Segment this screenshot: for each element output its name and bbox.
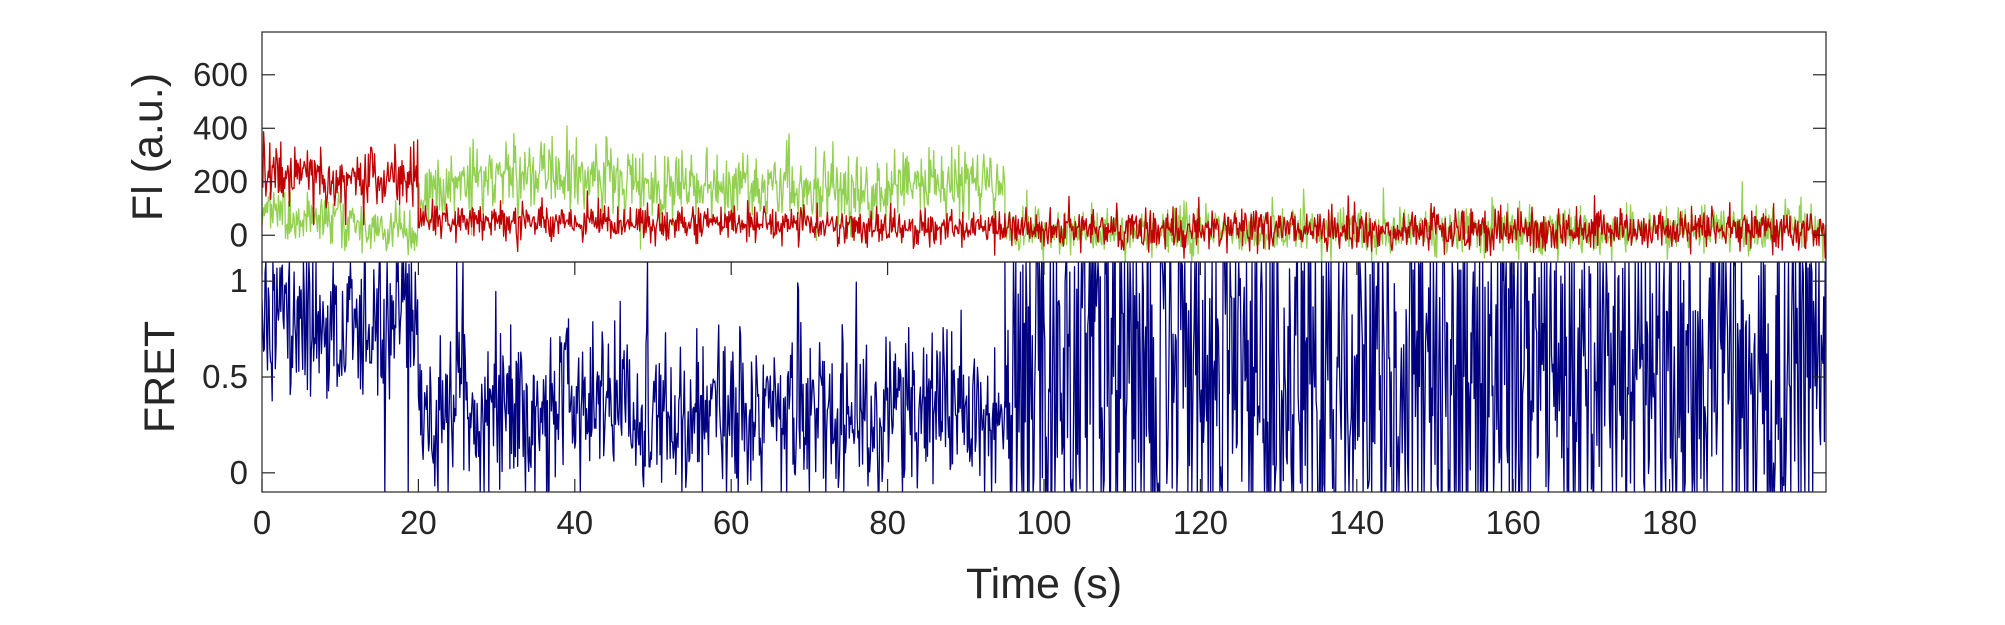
bottom-y-tick-label: 1 [230, 262, 248, 299]
x-tick-label: 20 [400, 504, 437, 541]
time-x-axis-label: Time (s) [966, 560, 1122, 608]
x-tick-label: 60 [713, 504, 750, 541]
fret-axes-frame [261, 261, 1827, 493]
x-tick-label: 180 [1642, 504, 1697, 541]
fret-y-axis-label: FRET [136, 321, 184, 433]
bottom-y-tick-label: 0 [230, 454, 248, 491]
bottom-trace-series-1 [262, 262, 1826, 492]
x-tick-label: 120 [1173, 504, 1228, 541]
fluorescence-y-axis-label: Fl (a.u.) [124, 73, 172, 221]
x-tick-label: 100 [1016, 504, 1071, 541]
x-tick-label: 80 [869, 504, 906, 541]
x-tick-label: 0 [253, 504, 271, 541]
x-tick-label: 140 [1329, 504, 1384, 541]
top-y-tick-label: 200 [193, 163, 248, 200]
fret-panel: 0 0.5 1 0 20 40 60 80 100 120 140 160 180 FRET Time… [136, 261, 1827, 608]
x-tick-label: 40 [556, 504, 593, 541]
bottom-y-tick-label: 0.5 [202, 358, 248, 395]
top-trace-series-1 [262, 125, 1826, 262]
top-y-tick-label: 400 [193, 109, 248, 146]
top-y-tick-label: 600 [193, 56, 248, 93]
top-y-tick-label: 0 [230, 216, 248, 253]
top-trace-series-2 [262, 131, 1826, 259]
fluorescence-panel: 0 200 400 600 Fl (a.u.) [124, 31, 1827, 263]
x-tick-label: 160 [1486, 504, 1541, 541]
